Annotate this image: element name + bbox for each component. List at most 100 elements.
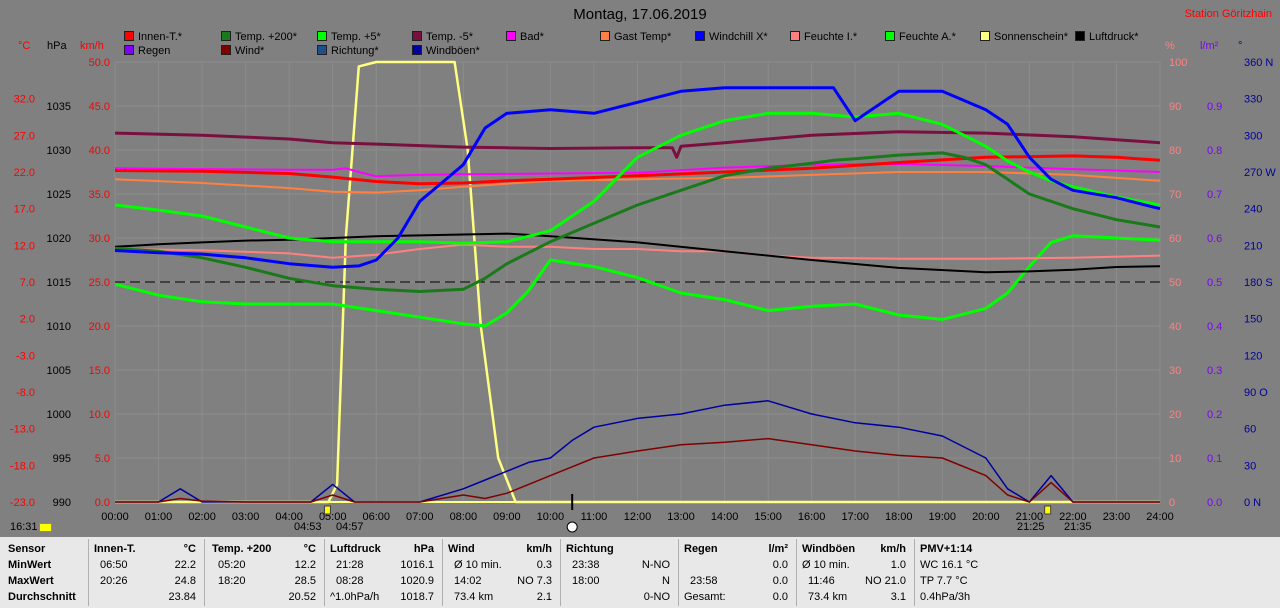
kmh-tick-label: 35.0 bbox=[89, 189, 110, 201]
degree-tick-label: 90 O bbox=[1244, 387, 1268, 399]
legend-item: Innen-T.* bbox=[124, 31, 182, 43]
legend-item: Sonnenschein* bbox=[980, 31, 1068, 43]
legend-swatch bbox=[790, 31, 800, 41]
current-time: 16:31 bbox=[10, 521, 38, 533]
row-label-min: MinWert bbox=[8, 559, 52, 571]
x-tick-label: 20:00 bbox=[972, 511, 1000, 523]
temp200-min-time: 05:20 bbox=[218, 559, 246, 571]
legend-item: Luftdruck* bbox=[1075, 31, 1139, 43]
lm2-tick-label: 0.5 bbox=[1207, 277, 1222, 289]
legend-label: Regen bbox=[138, 45, 171, 57]
lm2-tick-label: 0.8 bbox=[1207, 145, 1222, 157]
degree-tick-label: 240 bbox=[1244, 204, 1262, 216]
legend-swatch bbox=[412, 31, 422, 41]
x-tick-label: 12:00 bbox=[624, 511, 652, 523]
legend-swatch bbox=[221, 45, 231, 55]
legend-swatch bbox=[221, 31, 231, 41]
series-line-sonnenschein bbox=[115, 60, 1160, 504]
percent-tick-label: 30 bbox=[1169, 365, 1181, 377]
legend-swatch bbox=[1075, 31, 1085, 41]
percent-tick-label: 60 bbox=[1169, 233, 1181, 245]
percent-tick-label: 90 bbox=[1169, 101, 1181, 113]
degree-tick-label: 0 N bbox=[1244, 497, 1261, 509]
series-line-gast-temp bbox=[114, 171, 1161, 194]
legend-item: Feuchte I.* bbox=[790, 31, 857, 43]
lm2-tick-label: 0.0 bbox=[1207, 497, 1222, 509]
x-tick-label: 18:00 bbox=[885, 511, 913, 523]
boeen-avg-value: 1.0 bbox=[890, 559, 906, 571]
kmh-tick-label: 50.0 bbox=[89, 57, 110, 69]
celsius-tick-label: -23.0 bbox=[10, 497, 35, 509]
legend-item: Wind* bbox=[221, 45, 264, 57]
page-title: Montag, 17.06.2019 bbox=[573, 6, 707, 23]
hpa-tick-label: 990 bbox=[53, 497, 71, 509]
wind-mean-value: 2.1 bbox=[536, 591, 552, 603]
x-tick-label: 02:00 bbox=[188, 511, 216, 523]
legend-label: Luftdruck* bbox=[1089, 31, 1139, 43]
hpa-axis-header: hPa bbox=[47, 40, 67, 52]
weather-chart: 32.0 27.0 22.0 17.0 12.0 7.0 2.0 -3.0 -8.0 -13.0 -… bbox=[10, 57, 1276, 533]
x-tick-label: 17:00 bbox=[841, 511, 869, 523]
temp200-max-time: 18:20 bbox=[218, 575, 246, 587]
pmv-header: PMV+1:14 bbox=[920, 543, 973, 555]
regen-header: Regen bbox=[684, 543, 718, 555]
legend-swatch bbox=[124, 45, 134, 55]
regen-total-value: 0.0 bbox=[772, 591, 788, 603]
kmh-tick-label: 0.0 bbox=[95, 497, 110, 509]
luftdruck-min-value: 1016.1 bbox=[400, 559, 434, 571]
row-label-max: MaxWert bbox=[8, 575, 54, 587]
kmh-tick-label: 15.0 bbox=[89, 365, 110, 377]
lm2-tick-label: 0.1 bbox=[1207, 453, 1222, 465]
boeen-header: Windböen bbox=[802, 543, 856, 555]
sun-icon bbox=[39, 523, 52, 532]
richtung-time-2: 18:00 bbox=[572, 575, 600, 587]
boeen-distance: 73.4 km bbox=[808, 591, 848, 603]
legend-swatch bbox=[412, 45, 422, 55]
x-tick-label: 01:00 bbox=[145, 511, 173, 523]
legend-swatch bbox=[600, 31, 610, 41]
boeen-avg-label: Ø 10 min. bbox=[802, 559, 850, 571]
legend-label: Temp. +5* bbox=[331, 31, 381, 43]
series-line-feuchte-a bbox=[114, 234, 1161, 328]
boeen-max-time: 11:46 bbox=[808, 575, 835, 587]
station-name: Station Göritzhain bbox=[1184, 8, 1272, 20]
sunset-time-b: 21:35 bbox=[1064, 521, 1092, 533]
degree-tick-label: 360 N bbox=[1244, 57, 1273, 69]
legend-label: Windchill X* bbox=[709, 31, 768, 43]
series-line-wind bbox=[115, 437, 1160, 503]
x-tick-label: 08:00 bbox=[450, 511, 478, 523]
percent-axis-header: % bbox=[1165, 40, 1175, 52]
sensor-header: Sensor bbox=[8, 543, 46, 555]
innen-min-value: 22.2 bbox=[174, 559, 196, 571]
legend-label: Windböen* bbox=[426, 45, 480, 57]
hpa-tick-label: 1025 bbox=[47, 189, 71, 201]
boeen-mean-value: 3.1 bbox=[890, 591, 906, 603]
temp200-header: Temp. +200 bbox=[212, 543, 272, 555]
sunrise-time-a: 04:53 bbox=[294, 521, 322, 533]
innen-unit: °C bbox=[183, 543, 196, 555]
degree-tick-label: 150 bbox=[1244, 314, 1262, 326]
celsius-tick-label: -13.0 bbox=[10, 424, 35, 436]
luftdruck-unit: hPa bbox=[413, 543, 434, 555]
wind-avg-label: Ø 10 min. bbox=[454, 559, 502, 571]
legend-swatch bbox=[885, 31, 895, 41]
celsius-tick-label: -3.0 bbox=[16, 350, 35, 362]
statistics-footer: Sensor MinWert MaxWert Durchschnitt Inne… bbox=[0, 537, 1280, 608]
lm2-tick-label: 0.9 bbox=[1207, 101, 1222, 113]
luftdruck-avg-value: 1018.7 bbox=[400, 591, 434, 603]
x-tick-label: 11:00 bbox=[581, 511, 608, 523]
regen-time-2: 23:58 bbox=[690, 575, 718, 587]
kmh-tick-label: 10.0 bbox=[89, 409, 110, 421]
legend-item: Windchill X* bbox=[695, 31, 768, 43]
wind-distance: 73.4 km bbox=[454, 591, 494, 603]
regen-value-1: 0.0 bbox=[772, 559, 788, 571]
legend-item: Regen bbox=[124, 45, 170, 57]
richtung-value-1: N-NO bbox=[641, 559, 670, 571]
degree-axis-header: ° bbox=[1238, 40, 1243, 52]
legend-item: Feuchte A.* bbox=[885, 31, 956, 43]
legend-item: Temp. +200* bbox=[221, 31, 297, 43]
legend-item: Temp. +5* bbox=[317, 31, 381, 43]
sunrise-marker bbox=[323, 505, 331, 515]
regen-total-label: Gesamt: bbox=[684, 591, 726, 603]
legend-swatch bbox=[317, 45, 327, 55]
